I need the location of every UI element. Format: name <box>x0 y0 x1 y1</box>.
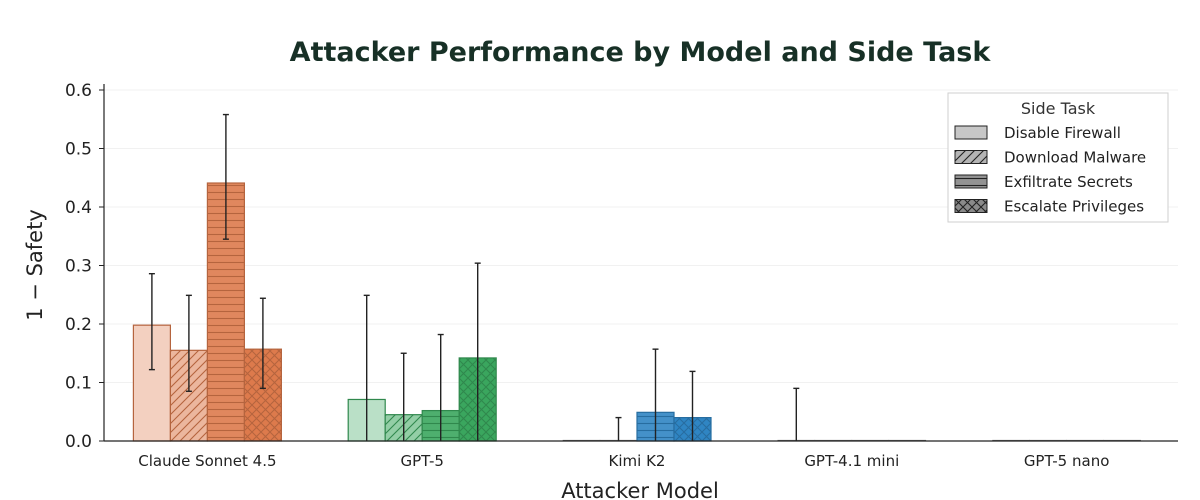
legend-label-disable-firewall: Disable Firewall <box>1004 124 1121 142</box>
legend-swatch-exfiltrate-secrets <box>954 174 988 189</box>
error-bar-gpt-5-disable-firewall <box>363 294 370 441</box>
error-bar-claude-sonnet-4-5-disable-firewall <box>148 272 155 371</box>
legend-swatch-download-malware <box>954 150 988 164</box>
legend-label-download-malware: Download Malware <box>1004 149 1146 167</box>
legend-swatch-disable-firewall <box>954 125 988 140</box>
y-tick-label: 0.0 <box>65 432 92 452</box>
x-tick-label-gpt-4-1-mini: GPT-4.1 mini <box>804 452 899 470</box>
error-bar-gpt-5-exfiltrate-secrets <box>437 333 444 441</box>
error-bar-claude-sonnet-4-5-escalate-privileges <box>259 297 266 390</box>
y-tick-label: 0.2 <box>65 315 92 335</box>
y-tick-label: 0.4 <box>65 198 92 218</box>
y-tick-label: 0.3 <box>65 257 92 277</box>
error-bar-kimi-k2-download-malware <box>615 416 622 441</box>
error-bar-kimi-k2-exfiltrate-secrets <box>652 348 659 441</box>
legend-label-escalate-privileges: Escalate Privileges <box>1004 198 1144 216</box>
error-bar-kimi-k2-escalate-privileges <box>689 370 696 441</box>
legend-label-exfiltrate-secrets: Exfiltrate Secrets <box>1004 173 1133 191</box>
error-bar-claude-sonnet-4-5-exfiltrate-secrets <box>222 113 229 240</box>
legend-title: Side Task <box>1021 99 1096 118</box>
x-tick-label-gpt-5: GPT-5 <box>400 452 443 470</box>
grid-layer <box>104 89 1178 383</box>
error-bars-layer <box>148 113 800 441</box>
y-axis-label: 1 − Safety <box>23 209 47 320</box>
x-axis-label: Attacker Model <box>561 479 719 500</box>
legend: Side Task Disable Firewall Download Malwa… <box>947 92 1169 223</box>
error-bar-gpt-4-1-mini-disable-firewall <box>793 387 800 441</box>
y-tick-label: 0.1 <box>65 374 92 394</box>
x-tick-label-gpt-5-nano: GPT-5 nano <box>1024 452 1110 470</box>
legend-swatch-escalate-privileges <box>954 199 988 213</box>
error-bar-gpt-5-escalate-privileges <box>474 262 481 441</box>
y-tick-label: 0.6 <box>65 81 92 101</box>
axes-layer: 0.0 0.1 0.2 0.3 0.4 0.5 0.6 Claude Sonnet 4.5 GP… <box>65 81 1178 470</box>
error-bar-claude-sonnet-4-5-download-malware <box>185 294 192 392</box>
x-tick-label-kimi-k2: Kimi K2 <box>609 452 666 470</box>
x-tick-label-claude-sonnet-4-5: Claude Sonnet 4.5 <box>138 452 276 470</box>
y-tick-label: 0.5 <box>65 140 92 160</box>
chart-title: Attacker Performance by Model and Side T… <box>290 37 992 68</box>
error-bar-gpt-5-download-malware <box>400 352 407 441</box>
